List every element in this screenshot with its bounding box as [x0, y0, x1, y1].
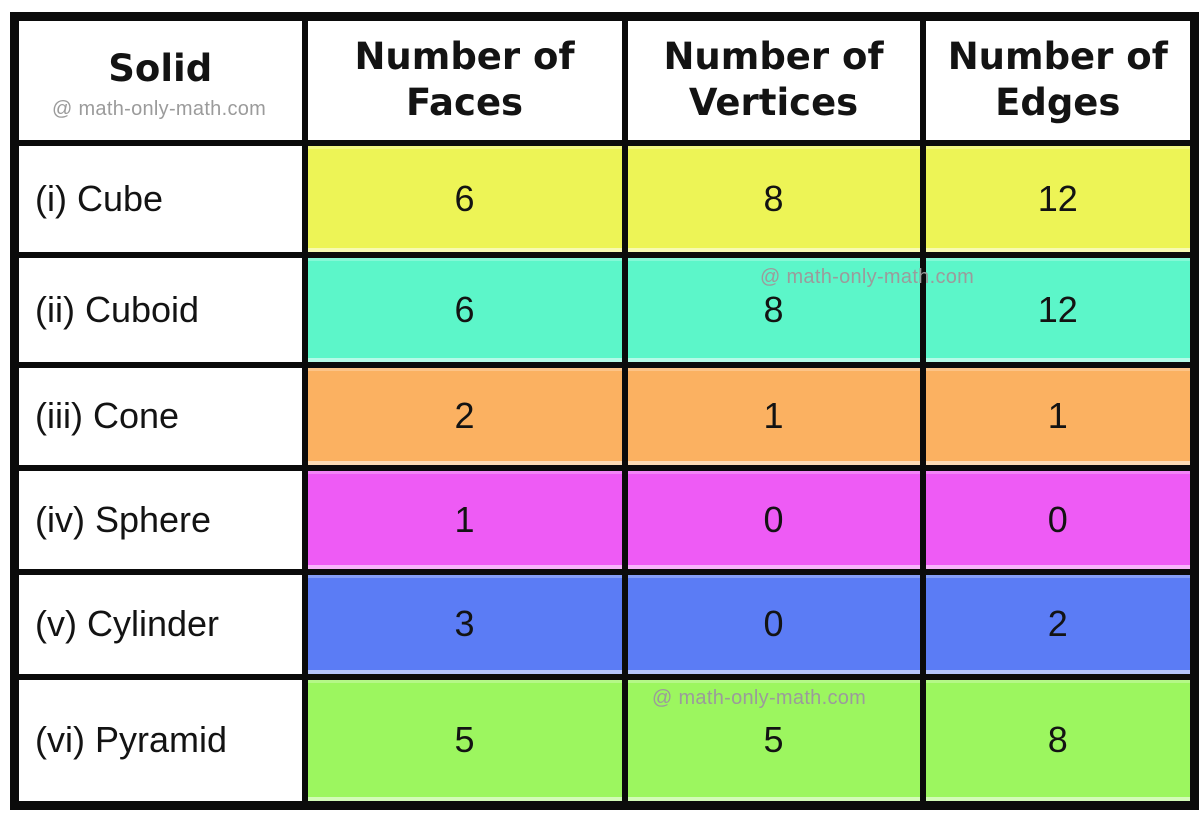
faces-value: 1 [301, 464, 628, 575]
header-faces: Number of Faces [301, 13, 628, 146]
solid-label: (i) Cube [11, 139, 308, 258]
header-solid: Solid [11, 13, 308, 146]
vertices-value: 0 [621, 464, 926, 575]
table-row: (iii) Cone 2 1 1 [11, 361, 1198, 471]
table-row: (ii) Cuboid 6 8 12 [11, 251, 1198, 368]
faces-value: 2 [301, 361, 628, 471]
table-row: (vi) Pyramid 5 5 8 [11, 673, 1198, 809]
solids-table: Solid Number of Faces Number of Vertices… [10, 12, 1199, 810]
solid-label: (iii) Cone [11, 361, 308, 471]
header-edges-label: Number of Edges [947, 35, 1168, 125]
vertices-value: 8 [621, 251, 926, 368]
header-edges: Number of Edges [919, 13, 1198, 146]
faces-value: 3 [301, 568, 628, 680]
vertices-value: 5 [621, 673, 926, 809]
edges-value: 2 [919, 568, 1198, 680]
header-faces-label: Number of Faces [354, 35, 575, 125]
faces-value: 6 [301, 251, 628, 368]
table-row: (i) Cube 6 8 12 [11, 139, 1198, 258]
solid-label: (vi) Pyramid [11, 673, 308, 809]
edges-value: 8 [919, 673, 1198, 809]
faces-value: 5 [301, 673, 628, 809]
edges-value: 0 [919, 464, 1198, 575]
solid-label: (v) Cylinder [11, 568, 308, 680]
solid-label: (ii) Cuboid [11, 251, 308, 368]
table-row: (iv) Sphere 1 0 0 [11, 464, 1198, 575]
header-vertices: Number of Vertices [621, 13, 926, 146]
vertices-value: 8 [621, 139, 926, 258]
solid-label: (iv) Sphere [11, 464, 308, 575]
header-vertices-label: Number of Vertices [663, 35, 884, 125]
table-row: (v) Cylinder 3 0 2 [11, 568, 1198, 680]
header-solid-label: Solid [108, 46, 213, 90]
faces-value: 6 [301, 139, 628, 258]
edges-value: 12 [919, 139, 1198, 258]
edges-value: 1 [919, 361, 1198, 471]
edges-value: 12 [919, 251, 1198, 368]
vertices-value: 1 [621, 361, 926, 471]
table-header-row: Solid Number of Faces Number of Vertices… [11, 13, 1198, 146]
vertices-value: 0 [621, 568, 926, 680]
